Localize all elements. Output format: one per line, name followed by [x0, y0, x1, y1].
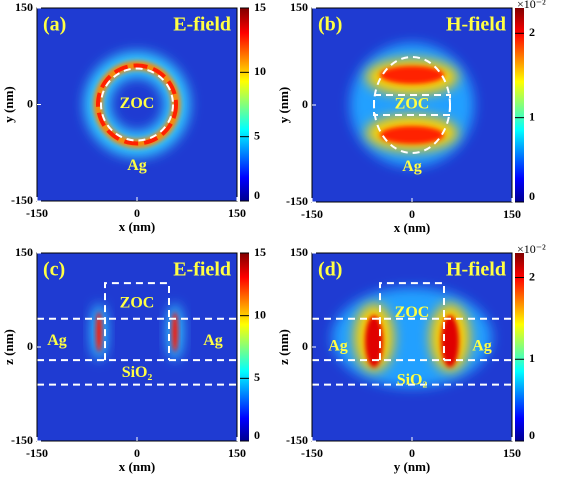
annotation: Ag — [402, 158, 422, 175]
colorbar-label: ×10⁻² — [517, 242, 546, 256]
panel-label: (d) — [318, 259, 342, 281]
colorbar-tick-label: 5 — [254, 128, 260, 142]
x-tick-label: -150 — [301, 446, 323, 460]
colorbar — [240, 8, 249, 201]
field-blob — [172, 311, 178, 352]
colorbar-tick-label: 0 — [529, 428, 535, 442]
field-blob — [96, 311, 102, 352]
colorbar-tick-label: 10 — [254, 64, 266, 78]
field-background — [37, 8, 237, 201]
panel: -150 0 150 -150 0 150 y (nm) z (nm) (d) H-field ZO… — [276, 242, 546, 474]
colorbar-label: ×10⁻² — [517, 0, 546, 11]
panel-title: E-field — [173, 259, 231, 281]
field-blob — [441, 315, 459, 368]
x-tick-label: -150 — [26, 206, 48, 220]
colorbar-tick-label: 2 — [529, 25, 535, 39]
panel-title: H-field — [446, 14, 506, 36]
y-tick-label: 150 — [15, 0, 33, 14]
x-tick-label: 0 — [409, 446, 415, 460]
colorbar-tick-label: 5 — [254, 370, 260, 384]
y-axis-label: z (nm) — [1, 329, 16, 365]
y-tick-label: 150 — [290, 245, 308, 259]
x-axis-label: x (nm) — [119, 459, 155, 474]
colorbar-tick-label: 15 — [254, 245, 266, 259]
colorbar — [240, 253, 249, 441]
panel-label: (b) — [318, 14, 342, 36]
colorbar-tick-label: 15 — [254, 0, 266, 14]
zoc-outline — [104, 282, 170, 361]
panel: -150 0 150 -150 0 150 x (nm) y (nm) (b) H-field ZO… — [276, 0, 546, 235]
x-tick-label: 150 — [228, 206, 246, 220]
annotation: ZOC — [395, 304, 430, 321]
x-axis-label: x (nm) — [394, 220, 430, 235]
x-tick-label: 0 — [134, 206, 140, 220]
x-axis-label: x (nm) — [119, 219, 155, 234]
y-tick-label: 0 — [27, 339, 33, 353]
y-axis-label: z (nm) — [276, 329, 291, 365]
annotation: ZOC — [120, 95, 155, 112]
x-tick-label: 150 — [503, 446, 521, 460]
y-axis-label: y (nm) — [276, 87, 291, 123]
colorbar-tick-label: 0 — [254, 428, 260, 442]
y-tick-label: 0 — [27, 96, 33, 110]
colorbar-tick-label: 0 — [254, 188, 260, 202]
y-tick-label: 150 — [290, 0, 308, 14]
y-tick-label: 0 — [302, 339, 308, 353]
y-tick-label: 0 — [302, 97, 308, 111]
colorbar-tick-label: 2 — [529, 269, 535, 283]
panel-title: H-field — [446, 259, 506, 281]
field-background — [37, 253, 237, 441]
x-tick-label: -150 — [301, 207, 323, 221]
annotation: Ag — [472, 338, 492, 355]
structure-outline — [100, 67, 174, 142]
annotation: Ag — [127, 157, 147, 174]
annotation: Ag — [203, 332, 223, 349]
y-tick-label: 150 — [15, 245, 33, 259]
annotation: ZOC — [395, 96, 430, 113]
annotation: Ag — [47, 332, 67, 349]
field-ring-core — [96, 63, 178, 146]
y-axis-label: y (nm) — [1, 86, 16, 122]
panel-label: (c) — [43, 259, 65, 281]
y-tick-label: -150 — [11, 193, 33, 207]
y-tick-label: -150 — [286, 433, 308, 447]
colorbar-tick-label: 1 — [529, 351, 535, 365]
annotation: SiO₂ — [397, 372, 428, 389]
field-blob — [365, 315, 383, 368]
y-tick-label: -150 — [286, 194, 308, 208]
zoc-outline — [379, 282, 445, 361]
y-tick-label: -150 — [11, 433, 33, 447]
x-tick-label: 150 — [228, 446, 246, 460]
annotation: SiO₂ — [122, 364, 153, 381]
x-tick-label: 0 — [134, 446, 140, 460]
field-blob — [380, 126, 444, 144]
x-tick-label: -150 — [26, 446, 48, 460]
annotation: Ag — [328, 338, 348, 355]
colorbar-tick-label: 0 — [529, 189, 535, 203]
panel-title: E-field — [173, 14, 231, 36]
annotation: ZOC — [120, 294, 155, 311]
zoc-outline — [373, 94, 451, 116]
colorbar-tick-label: 1 — [529, 109, 535, 123]
colorbar-tick-label: 10 — [254, 307, 266, 321]
x-tick-label: 150 — [503, 207, 521, 221]
x-tick-label: 0 — [409, 207, 415, 221]
colorbar — [515, 253, 524, 441]
colorbar — [515, 8, 524, 202]
x-axis-label: y (nm) — [394, 459, 430, 474]
panel-label: (a) — [43, 14, 66, 36]
field-blob — [380, 66, 444, 84]
